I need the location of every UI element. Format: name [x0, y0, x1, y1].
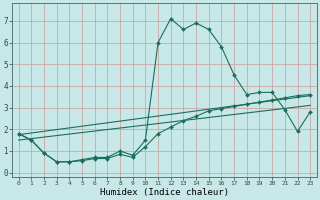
X-axis label: Humidex (Indice chaleur): Humidex (Indice chaleur) — [100, 188, 229, 197]
